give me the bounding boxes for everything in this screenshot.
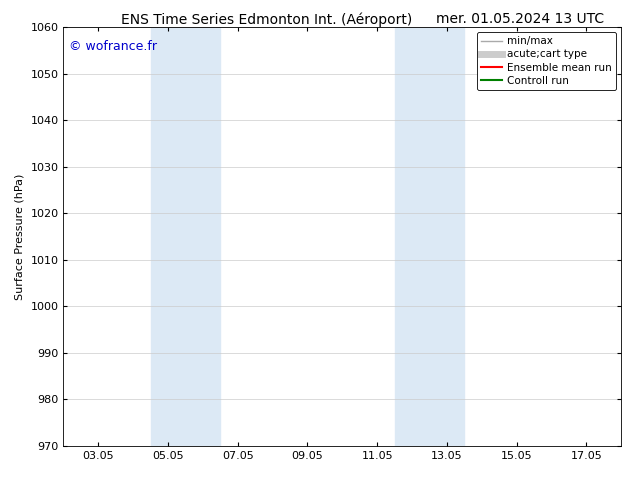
Legend: min/max, acute;cart type, Ensemble mean run, Controll run: min/max, acute;cart type, Ensemble mean … [477,32,616,90]
Bar [394,27,464,446]
Y-axis label: Surface Pressure (hPa): Surface Pressure (hPa) [15,173,25,299]
Text: mer. 01.05.2024 13 UTC: mer. 01.05.2024 13 UTC [436,12,604,26]
Bar [150,27,221,446]
Text: © wofrance.fr: © wofrance.fr [69,40,157,52]
Text: ENS Time Series Edmonton Int. (Aéroport): ENS Time Series Edmonton Int. (Aéroport) [120,12,412,27]
